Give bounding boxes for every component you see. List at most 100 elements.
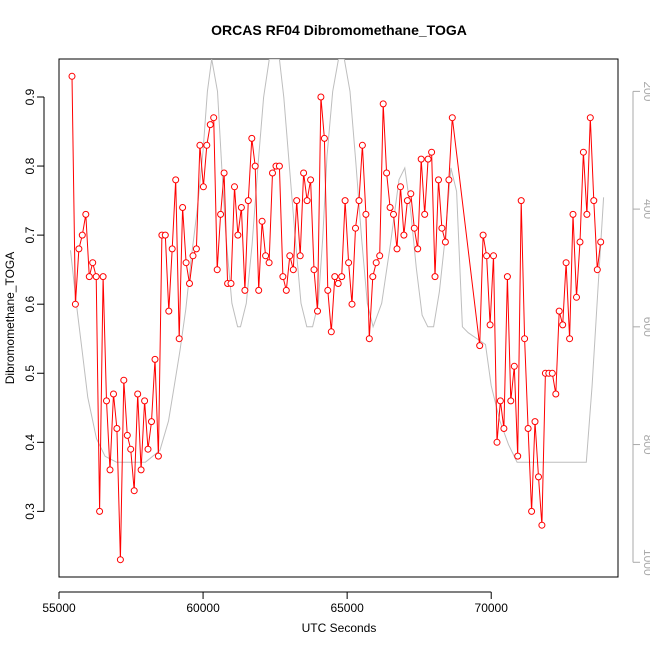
data-point: [414, 245, 422, 253]
data-point: [486, 321, 494, 329]
data-point: [106, 466, 114, 474]
data-point: [483, 252, 491, 260]
data-point: [241, 286, 249, 294]
data-point: [379, 100, 387, 108]
data-point: [130, 487, 138, 495]
data-point: [376, 252, 384, 260]
data-point: [397, 183, 404, 191]
data-point: [386, 204, 394, 211]
data-point: [220, 169, 228, 177]
data-point: [161, 231, 169, 239]
data-point: [269, 169, 276, 177]
y2-tick-label: 200: [641, 81, 650, 101]
data-point: [123, 431, 131, 439]
plot-frame: [58, 58, 619, 578]
data-point: [68, 72, 76, 80]
y-axis-label: Dibromomethane_TOGA: [3, 252, 17, 385]
data-point: [517, 197, 525, 205]
data-point: [331, 273, 339, 281]
data-point: [597, 238, 605, 246]
data-point: [206, 121, 214, 129]
data-point: [576, 238, 584, 246]
data-point: [448, 114, 456, 122]
data-point: [403, 197, 411, 205]
data-point: [445, 176, 453, 184]
data-point: [441, 238, 449, 246]
data-point: [75, 245, 83, 253]
data-point: [369, 273, 377, 281]
data-point: [210, 114, 218, 122]
data-point: [82, 210, 90, 218]
y-tick-label: 0.5: [23, 365, 37, 382]
x-tick-label: 55000: [42, 601, 76, 615]
y-tick-label: 0.9: [23, 88, 37, 105]
y2-tick-label: 600: [641, 317, 650, 337]
data-point: [476, 342, 484, 350]
data-point: [334, 280, 342, 287]
data-point: [154, 452, 162, 460]
data-point: [99, 273, 107, 281]
data-point: [165, 307, 173, 315]
y-tick-label: 0.6: [23, 296, 37, 313]
data-point: [490, 252, 497, 260]
data-point: [275, 162, 283, 170]
data-point: [507, 397, 515, 405]
data-point: [438, 224, 446, 232]
data-point: [262, 252, 270, 260]
y-tick-label: 0.7: [23, 226, 37, 243]
data-point: [531, 418, 539, 426]
y-tick-label: 0.8: [23, 157, 37, 174]
y2-tick-label: 800: [641, 435, 650, 455]
data-point: [355, 197, 363, 205]
data-point: [348, 300, 356, 308]
data-point: [300, 169, 308, 177]
data-point: [500, 425, 508, 432]
data-point: [548, 369, 556, 377]
data-point: [113, 425, 121, 432]
data-point: [569, 210, 577, 218]
data-point: [137, 466, 145, 474]
data-point: [524, 425, 532, 432]
data-point: [538, 521, 546, 529]
x-axis-label: UTC Seconds: [302, 621, 377, 635]
data-point: [320, 134, 328, 142]
x-tick-label: 65000: [330, 601, 364, 615]
plot-area: [58, 58, 619, 578]
data-point: [479, 231, 487, 239]
data-point: [593, 266, 601, 274]
data-point: [573, 293, 580, 301]
data-point: [175, 335, 183, 343]
data-point: [168, 245, 176, 253]
chart-title: ORCAS RF04 Dibromomethane_TOGA: [211, 22, 467, 38]
data-point: [566, 335, 574, 343]
data-point: [365, 335, 373, 343]
secondary-series-line: [70, 59, 605, 463]
secondary-y-axis: 200 400 600 800 1000: [632, 81, 650, 576]
data-point: [234, 231, 242, 239]
data-point: [393, 245, 401, 253]
data-point: [244, 197, 252, 205]
y-tick-label: 0.3: [23, 503, 37, 520]
data-point: [293, 197, 301, 205]
data-point: [189, 252, 197, 260]
data-point: [141, 397, 149, 405]
data-point: [400, 231, 408, 239]
data-point: [110, 390, 117, 398]
data-point: [410, 224, 418, 232]
data-point: [352, 224, 359, 232]
data-point: [172, 176, 180, 184]
y2-tick-label: 400: [641, 199, 650, 219]
data-point: [203, 141, 211, 149]
data-point: [493, 438, 501, 446]
data-point: [213, 266, 221, 274]
data-point: [358, 141, 366, 149]
data-point: [92, 273, 100, 281]
data-point: [428, 148, 436, 156]
data-point: [251, 162, 259, 170]
data-point: [182, 259, 190, 267]
data-point: [514, 452, 522, 460]
y-tick-label: 0.4: [23, 434, 37, 451]
data-point: [345, 259, 353, 267]
data-point: [127, 445, 135, 453]
